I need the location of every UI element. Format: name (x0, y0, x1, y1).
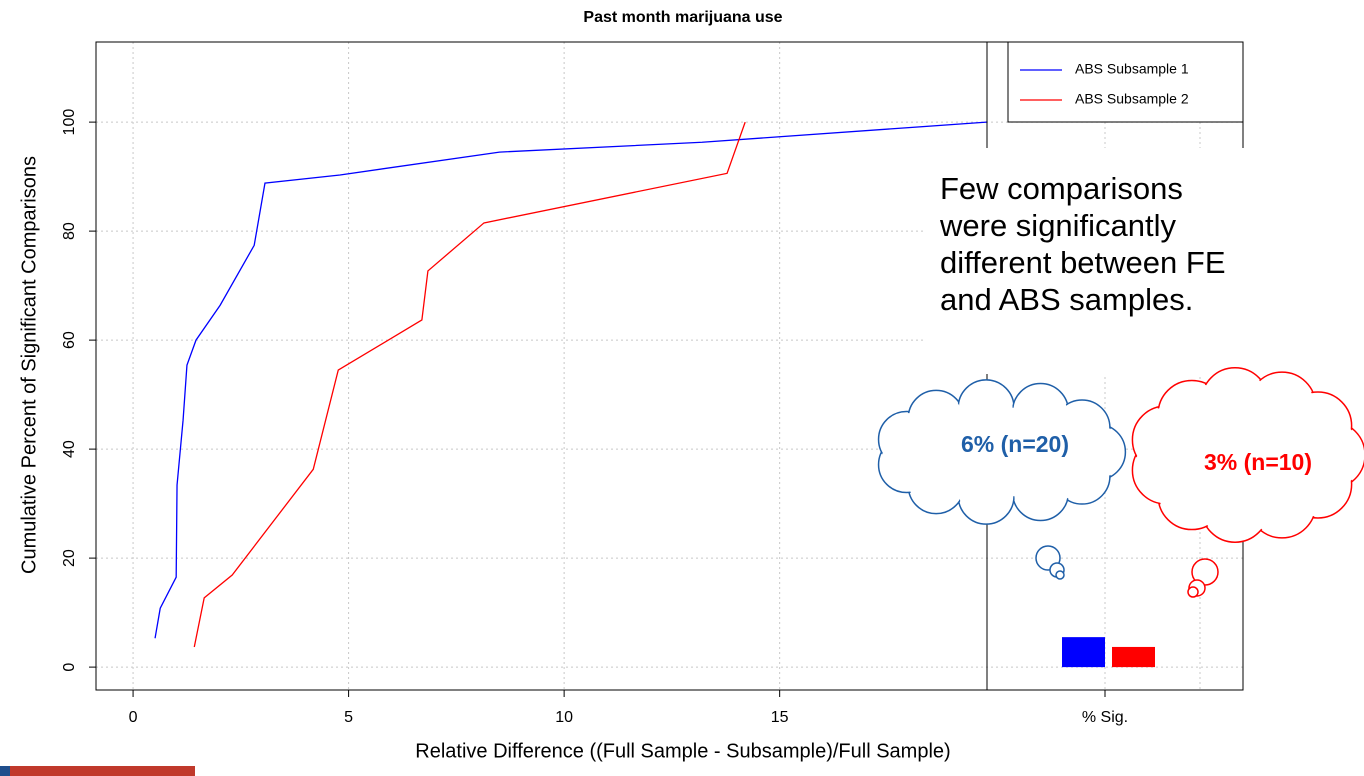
x-tick-label: 0 (129, 709, 138, 726)
annotation-line: Few comparisons (940, 170, 1226, 207)
thought-cloud (1132, 368, 1364, 597)
y-axis-label: Cumulative Percent of Significant Compar… (18, 156, 40, 574)
panel-tick-label: % Sig. (1082, 709, 1128, 726)
x-axis-label: Relative Difference ((Full Sample - Subs… (415, 740, 950, 762)
legend-label: ABS Subsample 2 (1075, 91, 1189, 107)
sig-bar (1112, 647, 1155, 667)
y-tick-label: 100 (61, 109, 78, 136)
page: {"chart_data": { "type": "line", "title"… (0, 0, 1364, 776)
x-tick-label: 10 (555, 709, 573, 726)
y-tick-label: 80 (61, 222, 78, 240)
x-tick-label: 5 (344, 709, 353, 726)
chart: Past month marijuana use Relative Differ… (0, 0, 1364, 776)
y-tick-label: 20 (61, 549, 78, 567)
y-tick-label: 60 (61, 331, 78, 349)
y-tick-label: 0 (61, 663, 78, 672)
footer-accent (0, 766, 10, 776)
annotation-line: and ABS samples. (940, 281, 1226, 318)
footer-bar (0, 766, 195, 776)
cloud-bubble (1188, 587, 1198, 597)
x-tick-label: 15 (771, 709, 789, 726)
cloud-bubble (1056, 571, 1064, 579)
cloud-label: 3% (n=10) (1204, 449, 1312, 475)
thought-cloud (879, 380, 1126, 579)
cloud-label: 6% (n=20) (961, 431, 1069, 457)
annotation-line: different between FE (940, 244, 1226, 281)
series-line (155, 122, 987, 638)
annotation-line: were significantly (940, 207, 1226, 244)
series-line (194, 122, 745, 647)
chart-title: Past month marijuana use (583, 9, 782, 26)
legend-label: ABS Subsample 1 (1075, 61, 1189, 77)
sig-bar (1062, 637, 1105, 667)
legend-box (1008, 42, 1243, 122)
y-tick-label: 40 (61, 440, 78, 458)
